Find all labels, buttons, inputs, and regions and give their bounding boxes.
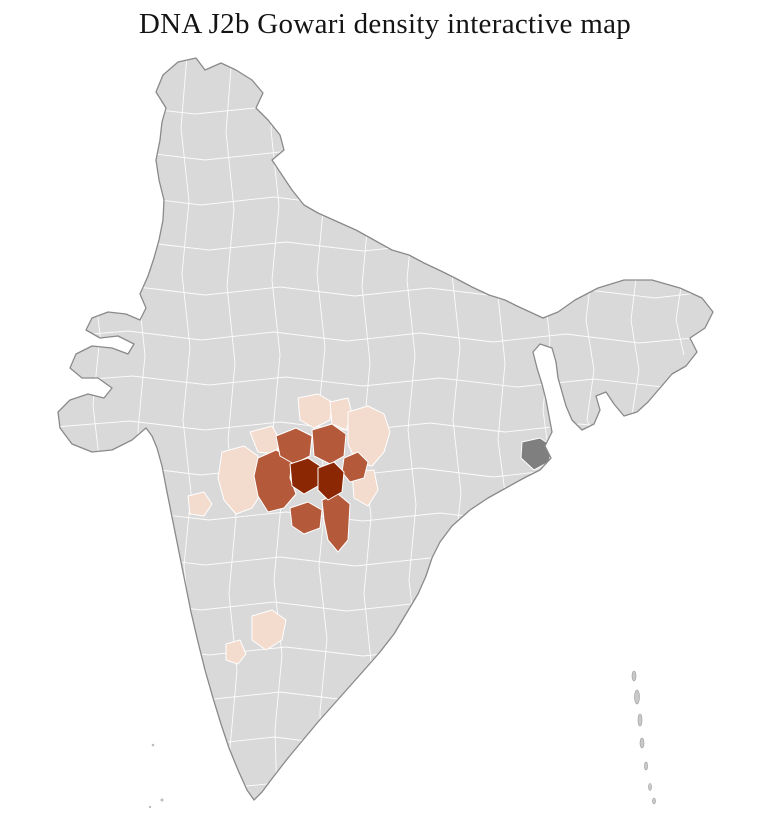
district-border-line [58, 645, 713, 659]
andaman-island[interactable] [631, 670, 637, 682]
district-border-line [58, 735, 713, 749]
district-border-line [675, 279, 685, 356]
district-density-low[interactable] [187, 491, 213, 517]
district-border-line [58, 105, 713, 118]
andaman-island[interactable] [639, 737, 645, 749]
district-density-mid[interactable] [321, 493, 351, 553]
density-high-districts [289, 457, 345, 501]
nicobar-island[interactable] [644, 761, 648, 771]
density-low-districts [187, 393, 391, 665]
district-density-low[interactable] [217, 445, 263, 515]
islet-dot [160, 798, 164, 802]
andaman-island[interactable] [637, 713, 643, 727]
district-border-line [58, 285, 713, 299]
district-border-line [58, 330, 713, 344]
district-border-line [225, 58, 238, 800]
map-title: DNA J2b Gowari density interactive map [138, 8, 632, 40]
islet-dot [151, 743, 155, 747]
density-mid-districts [253, 423, 369, 553]
district-density-high[interactable] [317, 461, 345, 501]
district-density-low[interactable] [225, 639, 247, 665]
district-density-low[interactable] [297, 393, 333, 429]
india-outline [57, 57, 714, 801]
district-density-mid[interactable] [289, 501, 323, 535]
nicobar-island[interactable] [648, 783, 652, 791]
district-border-line [58, 195, 713, 209]
district-border-line [630, 269, 640, 416]
district-density-mid[interactable] [311, 423, 347, 465]
district-density-mid[interactable] [275, 427, 313, 465]
andaman-nicobar-islands[interactable] [631, 670, 656, 805]
district-border-line [58, 150, 713, 164]
islet-dot [148, 805, 152, 809]
district-border-line [58, 375, 713, 389]
district-border-line [58, 780, 713, 794]
andaman-island[interactable] [634, 689, 640, 705]
district-density-low[interactable] [251, 609, 287, 651]
district-density-low[interactable] [347, 405, 391, 467]
nicobar-island[interactable] [652, 797, 656, 805]
district-border-line [58, 690, 713, 704]
lakshadweep-islets [148, 743, 164, 809]
